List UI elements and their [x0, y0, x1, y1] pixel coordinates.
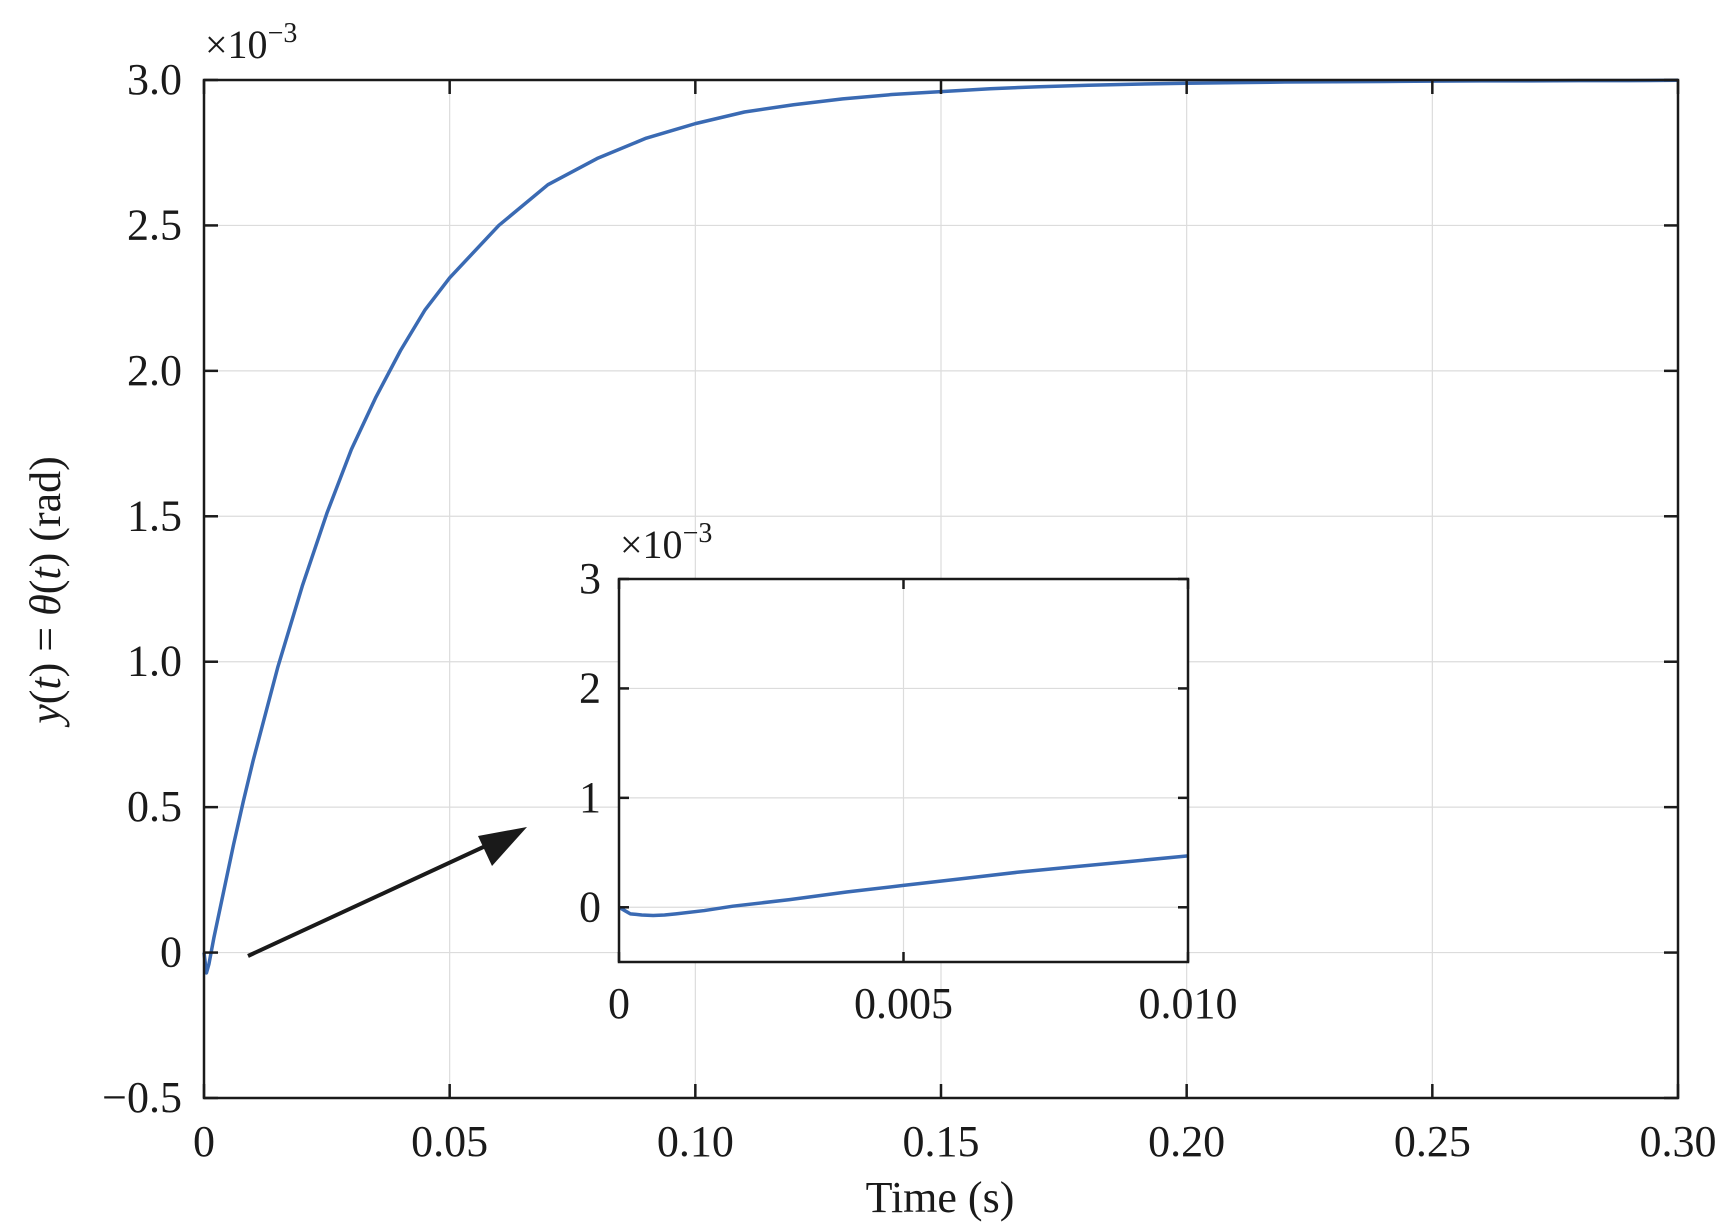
main-y-tick-label: 2.5: [127, 200, 182, 249]
x-axis-title: Time (s): [866, 1173, 1015, 1222]
main-x-tick-label: 0.15: [903, 1117, 980, 1166]
main-x-tick-label: 0.30: [1640, 1117, 1717, 1166]
inset-pointer-arrow: [247, 827, 527, 958]
main-ticks: [202, 78, 1680, 1100]
main-x-tick-label: 0: [193, 1117, 215, 1166]
inset-series-line: [618, 854, 1189, 918]
inset-x-tick-label: 0.005: [854, 979, 953, 1028]
main-y-tick-label: 2.0: [127, 346, 182, 395]
y-axis-title-rp2: ) (rad): [21, 456, 70, 567]
y-axis-title-rp1: ): [21, 663, 70, 678]
main-y-tick-label: 1.0: [127, 637, 182, 686]
main-y-tick-labels: −0.5 0 0.5 1.0 1.5 2.0 2.5 3.0: [102, 55, 182, 1122]
main-x-tick-label: 0.10: [657, 1117, 734, 1166]
y-axis-title-theta: θ: [21, 594, 70, 616]
inset-y-tick-label: 2: [579, 663, 601, 712]
y-axis-title-eq: =: [21, 616, 70, 663]
main-x-tick-label: 0.25: [1394, 1117, 1471, 1166]
arrow-head: [478, 827, 527, 866]
inset-ticks: [617, 577, 1190, 962]
inset-y-tick-label: 0: [579, 882, 601, 931]
inset-x-tick-label: 0.010: [1139, 979, 1238, 1028]
inset-y-multiplier-exp: −3: [683, 518, 713, 549]
main-x-tick-label: 0.05: [411, 1117, 488, 1166]
main-y-tick-label: 1.5: [127, 491, 182, 540]
y-axis-title-t1: t: [21, 676, 70, 690]
main-y-tick-label: 0: [160, 928, 182, 977]
inset-plot: 0 0.005 0.010 0 1 2 3 ×10−3: [579, 518, 1238, 1028]
main-series-line: [202, 78, 1679, 975]
main-plot: 0 0.05 0.10 0.15 0.20 0.25 0.30 −0.500.51.01.5…: [21, 18, 1717, 1222]
inset-x-tick-labels: 0 0.005 0.010: [608, 979, 1238, 1028]
arrow-shaft: [247, 841, 493, 958]
y-axis-title-lp2: (: [21, 580, 70, 595]
inset-y-multiplier: ×10−3: [620, 518, 712, 567]
y-axis-title-y: y: [21, 704, 70, 728]
main-y-multiplier-exp: −3: [268, 18, 298, 49]
inset-y-tick-label: 1: [579, 773, 601, 822]
inset-y-tick-labels: 0 1 2 3: [579, 554, 601, 931]
inset-x-tick-label: 0: [608, 979, 630, 1028]
main-y-tick-label: 3.0: [127, 55, 182, 104]
y-axis-title-t2: t: [21, 566, 70, 580]
main-y-multiplier-base: ×10: [205, 22, 268, 67]
main-y-tick-label: 0.5: [127, 782, 182, 831]
main-x-tick-labels: 0 0.05 0.10 0.15 0.20 0.25 0.30: [193, 1117, 1717, 1166]
inset-y-multiplier-base: ×10: [620, 522, 683, 567]
main-x-tick-label: 0.20: [1148, 1117, 1225, 1166]
inset-y-tick-label: 3: [579, 554, 601, 603]
y-axis-title-lp1: (: [21, 690, 70, 705]
main-y-tick-label: −0.5: [102, 1073, 182, 1122]
main-y-multiplier: ×10−3: [205, 18, 297, 67]
y-axis-title: y(t) = θ(t) (rad): [21, 456, 70, 728]
